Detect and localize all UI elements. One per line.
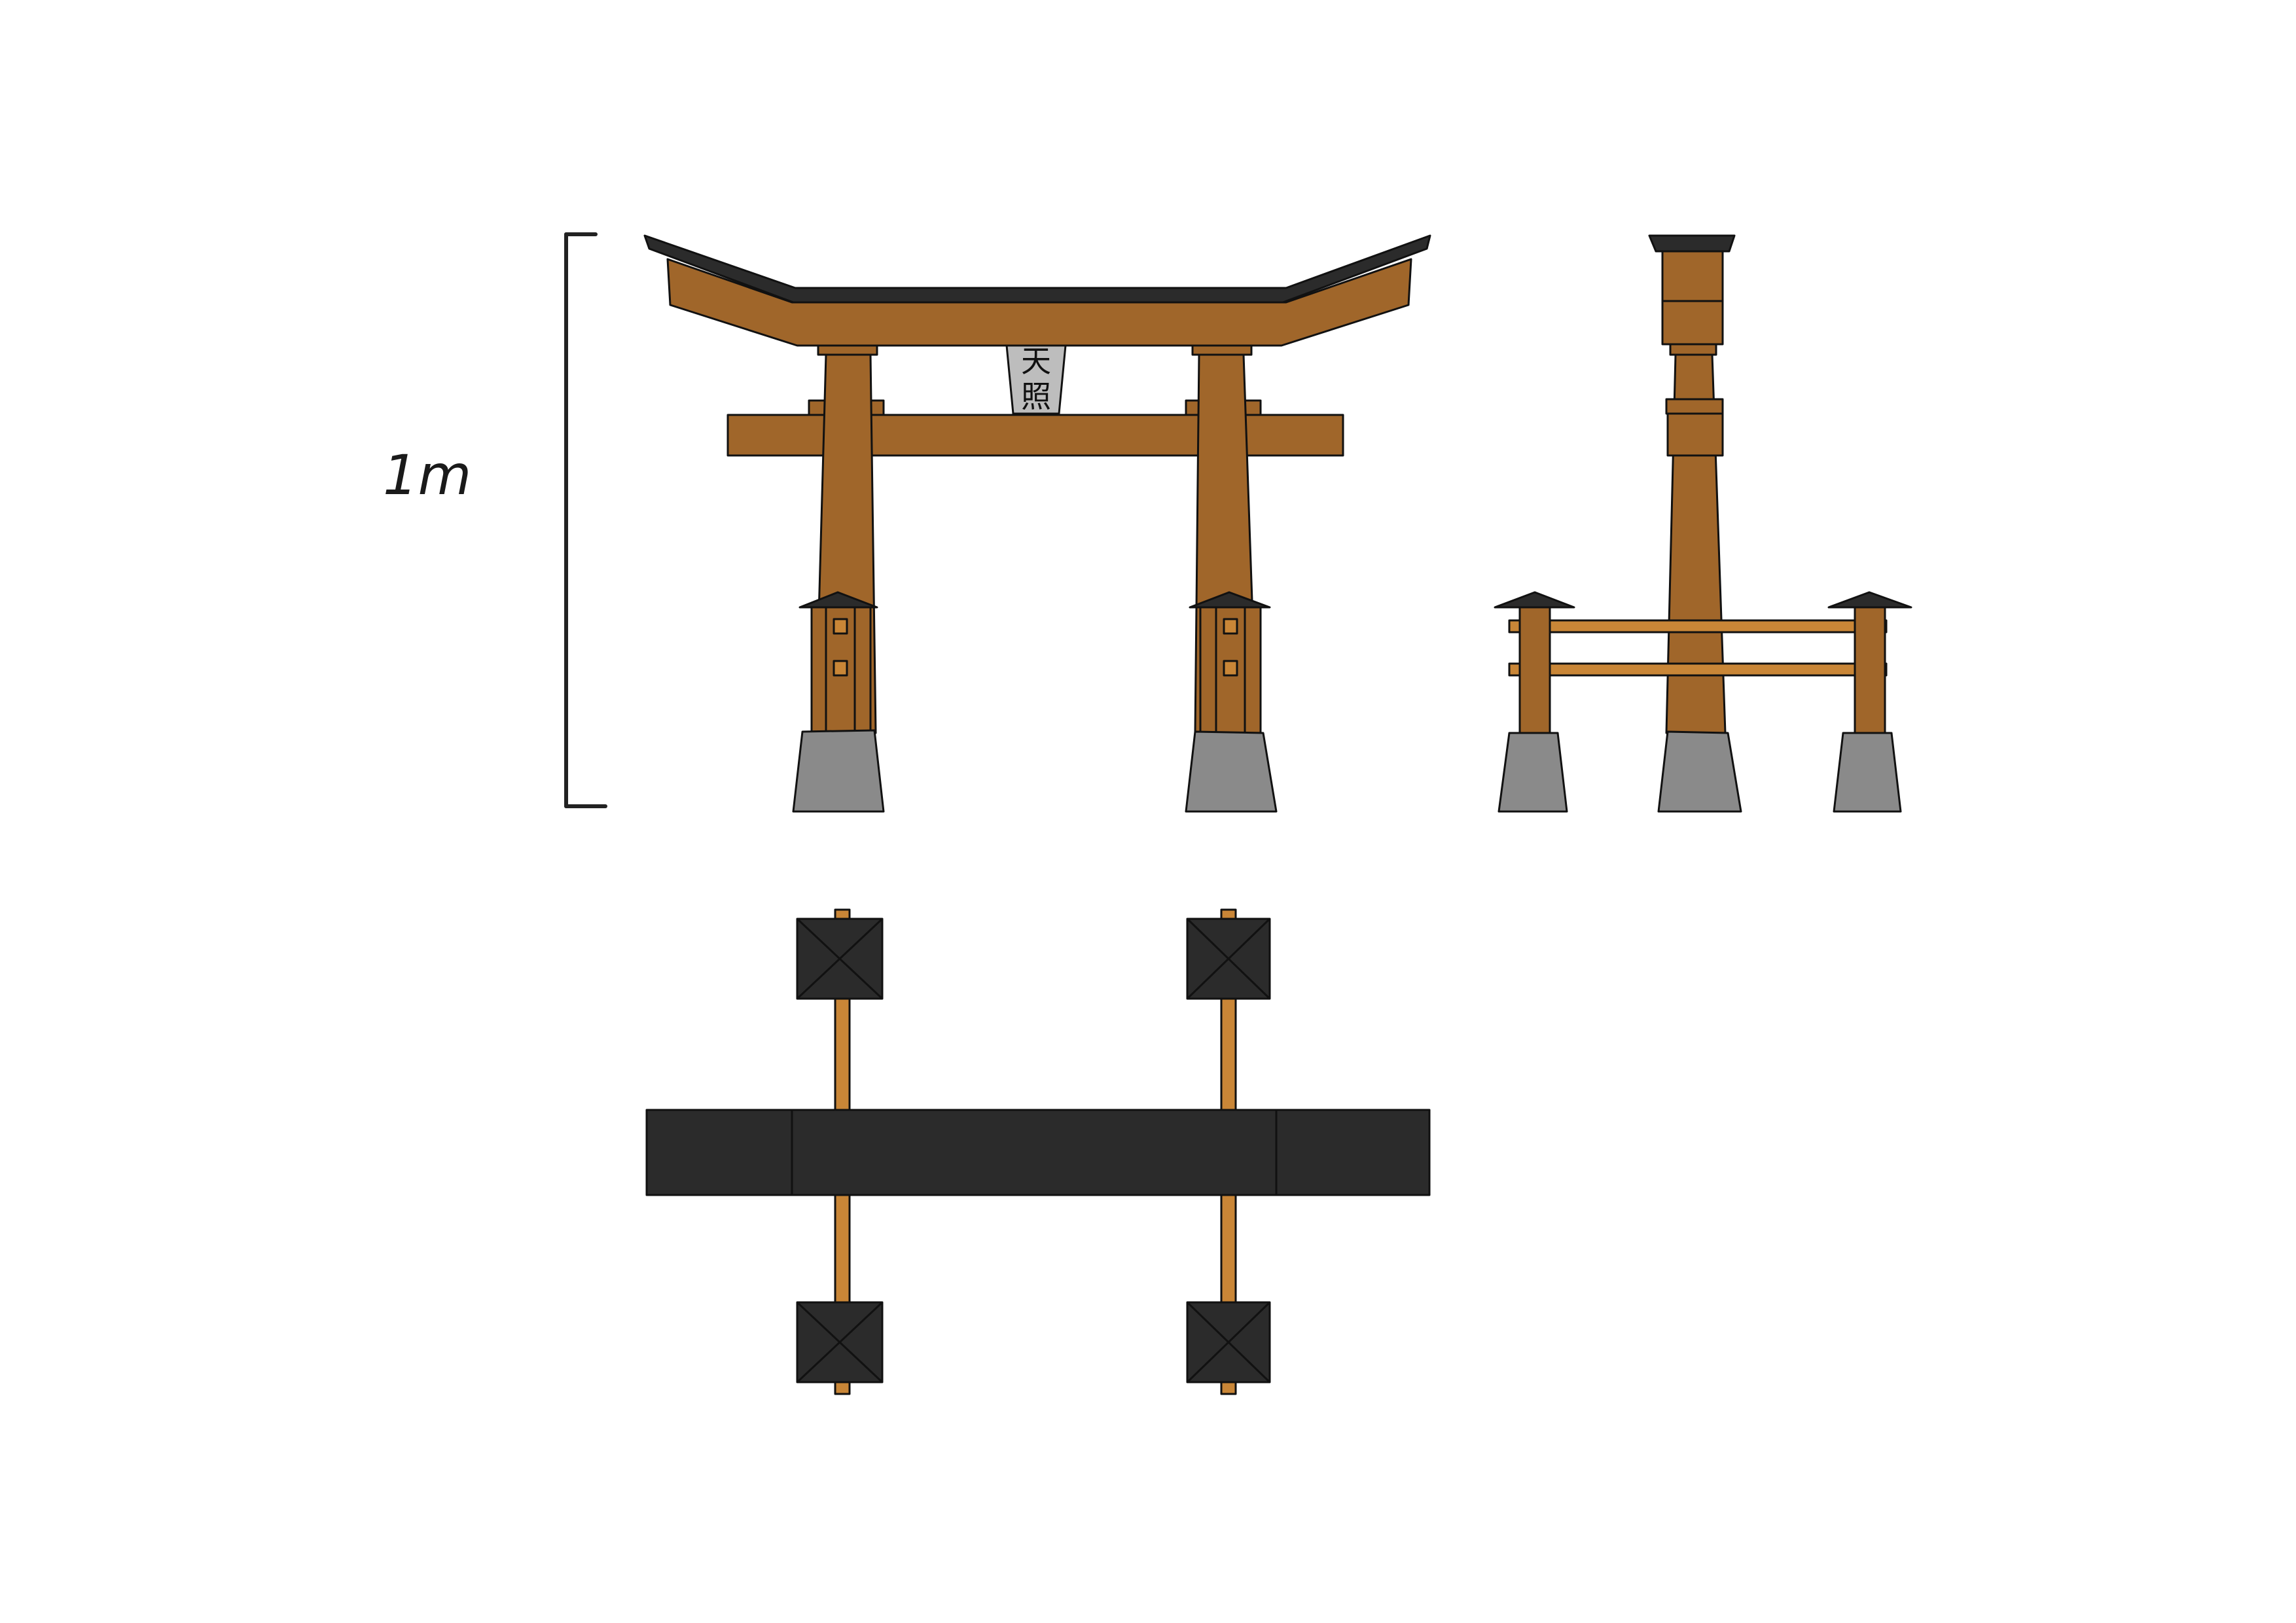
side-rail-lower <box>1508 662 1888 677</box>
front-elevation: 天 照 <box>643 234 1431 813</box>
side-elevation <box>1494 234 1912 813</box>
side-shimaki-block <box>1661 300 1724 346</box>
scale-bar: 1m <box>383 232 607 808</box>
side-stone-base-right <box>1833 732 1902 813</box>
side-stone-base-left <box>1498 732 1568 813</box>
side-post-left <box>1494 591 1575 734</box>
front-nuki-beam <box>726 414 1344 457</box>
plan-view <box>645 908 1431 1395</box>
plaque-char-1: 天 <box>1021 344 1051 379</box>
front-lantern-right <box>1189 591 1271 734</box>
plan-roof <box>645 1109 1431 1196</box>
plaque <box>1005 344 1067 415</box>
front-stone-base-right <box>1185 730 1278 813</box>
plan-lantern-bottom-right <box>1186 1301 1271 1383</box>
plan-lantern-top-right <box>1186 918 1271 1000</box>
scale-label: 1m <box>383 443 471 507</box>
front-support-right <box>1191 344 1253 356</box>
plan-lantern-bottom-left <box>796 1301 884 1383</box>
front-roof-cap <box>643 234 1431 304</box>
side-kasagi-block <box>1661 250 1724 302</box>
side-rail-upper <box>1508 619 1888 633</box>
front-support-left <box>817 344 878 356</box>
plaque-char-2: 照 <box>1021 379 1051 414</box>
side-collar <box>1665 398 1724 415</box>
side-support <box>1669 343 1717 356</box>
front-lantern-left <box>798 591 878 734</box>
side-stone-base-center <box>1657 730 1742 813</box>
side-nuki-end <box>1666 412 1724 457</box>
plan-lantern-top-left <box>796 918 884 1000</box>
side-roof-cap <box>1648 234 1736 253</box>
front-stone-base-left <box>792 729 885 813</box>
